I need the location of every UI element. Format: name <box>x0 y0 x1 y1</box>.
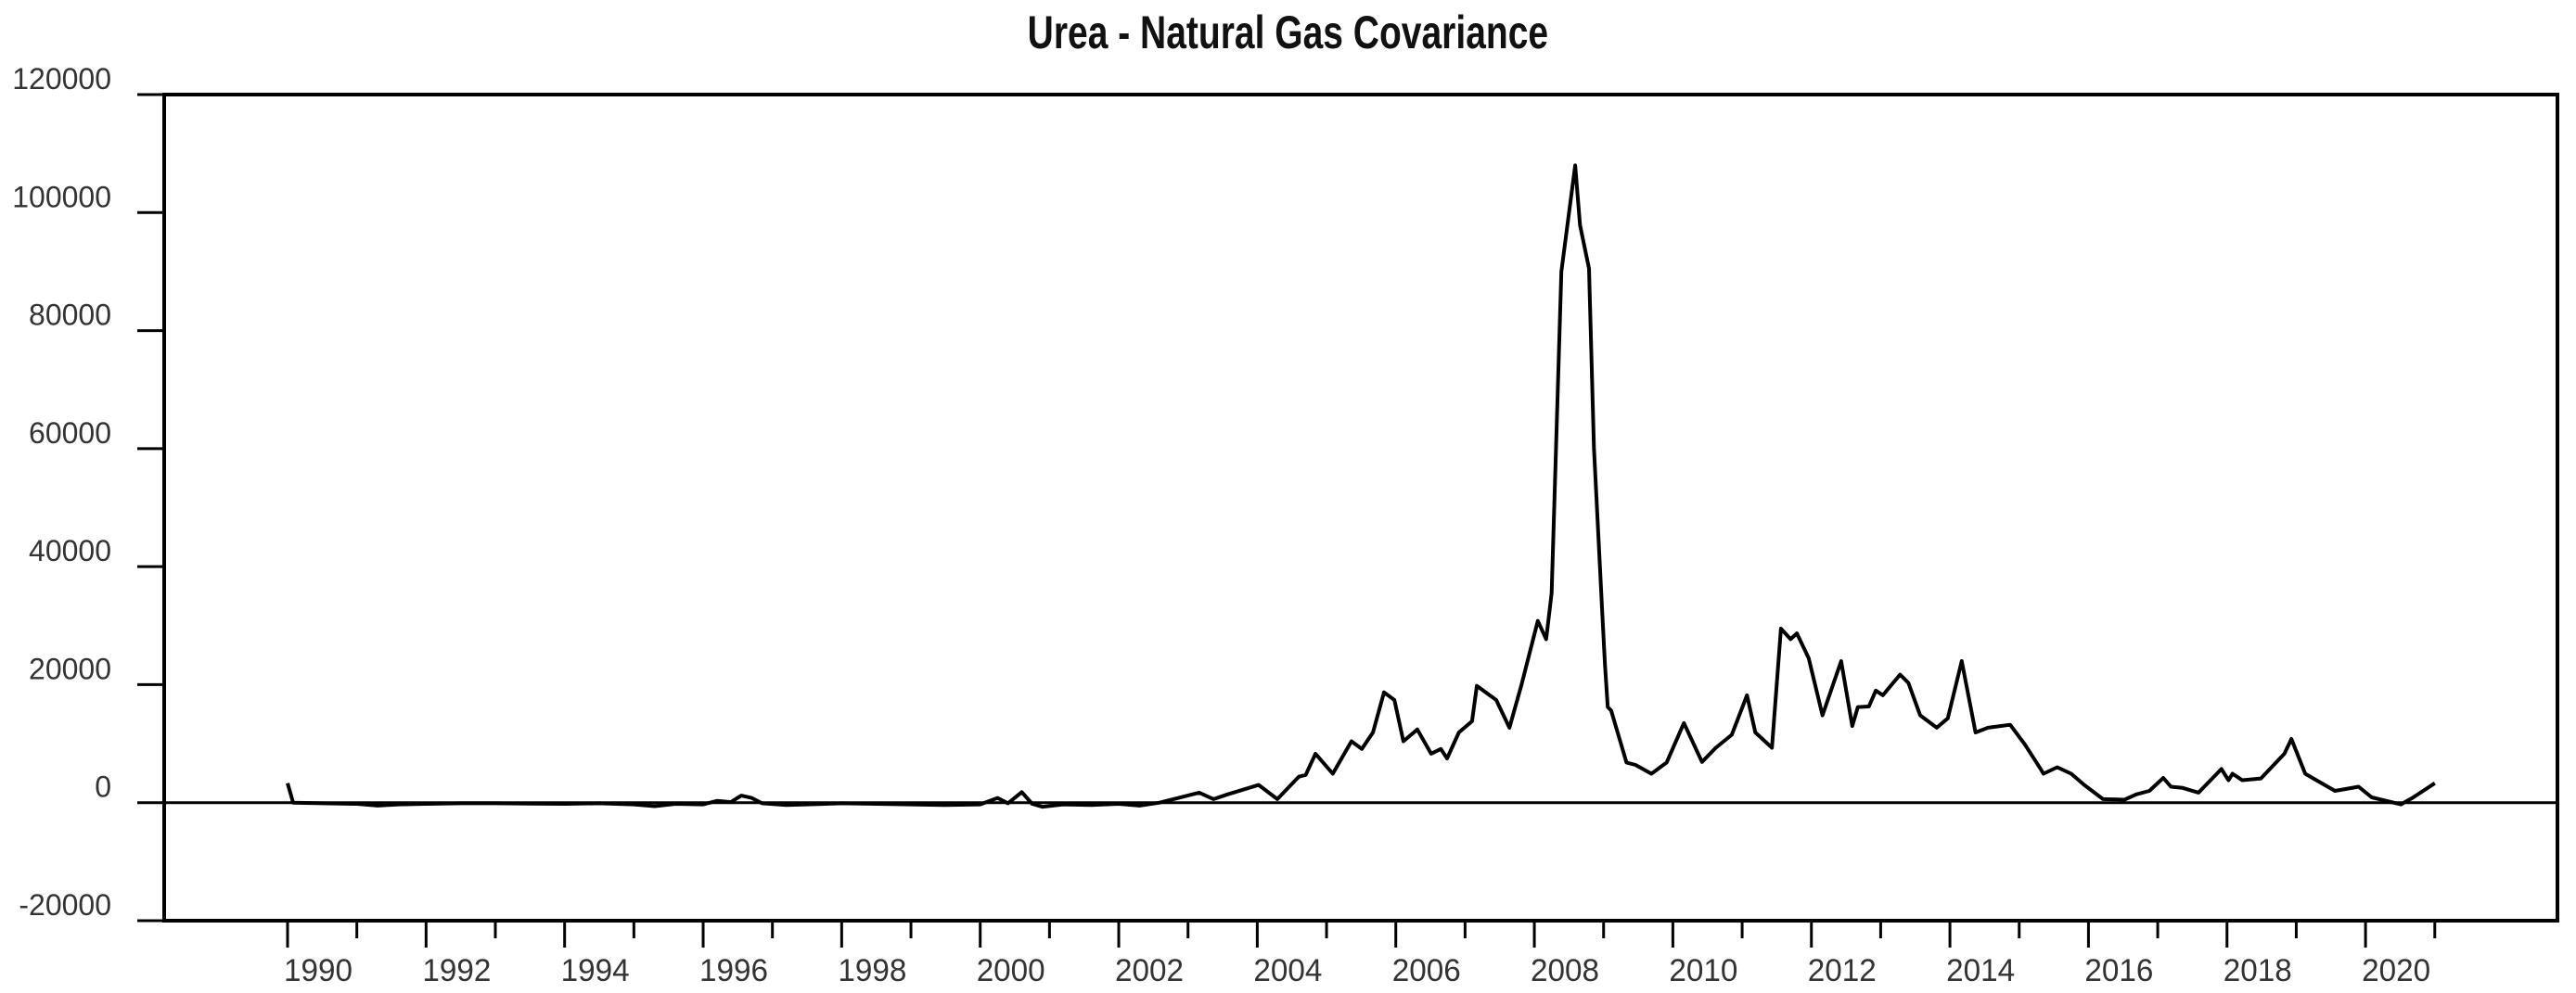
y-tick-label: -20000 <box>19 888 111 922</box>
chart-title: Urea - Natural Gas Covariance <box>1027 6 1549 58</box>
x-tick-label: 1992 <box>422 953 491 988</box>
y-axis: -20000 0 20000 40000 60000 80000 100000 120000 <box>12 62 164 923</box>
plot-area-frame <box>162 93 2559 923</box>
x-tick-label: 1998 <box>838 953 906 988</box>
x-tick-label: 2020 <box>2362 953 2430 988</box>
y-tick-label: 20000 <box>29 652 111 685</box>
x-tick-label: 2004 <box>1253 953 1322 988</box>
covariance-series-line <box>286 163 2436 809</box>
x-tick-label: 2000 <box>977 953 1045 988</box>
x-tick-label: 2012 <box>1808 953 1877 988</box>
x-tick-label: 2008 <box>1531 953 1599 988</box>
x-tick-label: 2014 <box>1946 953 2015 988</box>
y-tick-label: 120000 <box>12 62 111 95</box>
x-tick-label: 1990 <box>284 953 352 988</box>
x-axis: 1990 1992 1994 1996 1998 2000 2002 2004 2006 2008… <box>284 921 2437 988</box>
x-tick-label: 2010 <box>1669 953 1737 988</box>
x-tick-label: 2006 <box>1392 953 1461 988</box>
x-tick-label: 1996 <box>699 953 768 988</box>
y-tick-label: 0 <box>95 770 111 804</box>
y-tick-label: 60000 <box>29 416 111 450</box>
x-tick-label: 2002 <box>1115 953 1184 988</box>
y-tick-label: 80000 <box>29 299 111 332</box>
x-tick-label: 2018 <box>2224 953 2292 988</box>
x-tick-label: 1994 <box>561 953 630 988</box>
y-tick-label: 40000 <box>29 534 111 567</box>
x-tick-label: 2016 <box>2084 953 2153 988</box>
y-tick-label: 100000 <box>12 180 111 213</box>
